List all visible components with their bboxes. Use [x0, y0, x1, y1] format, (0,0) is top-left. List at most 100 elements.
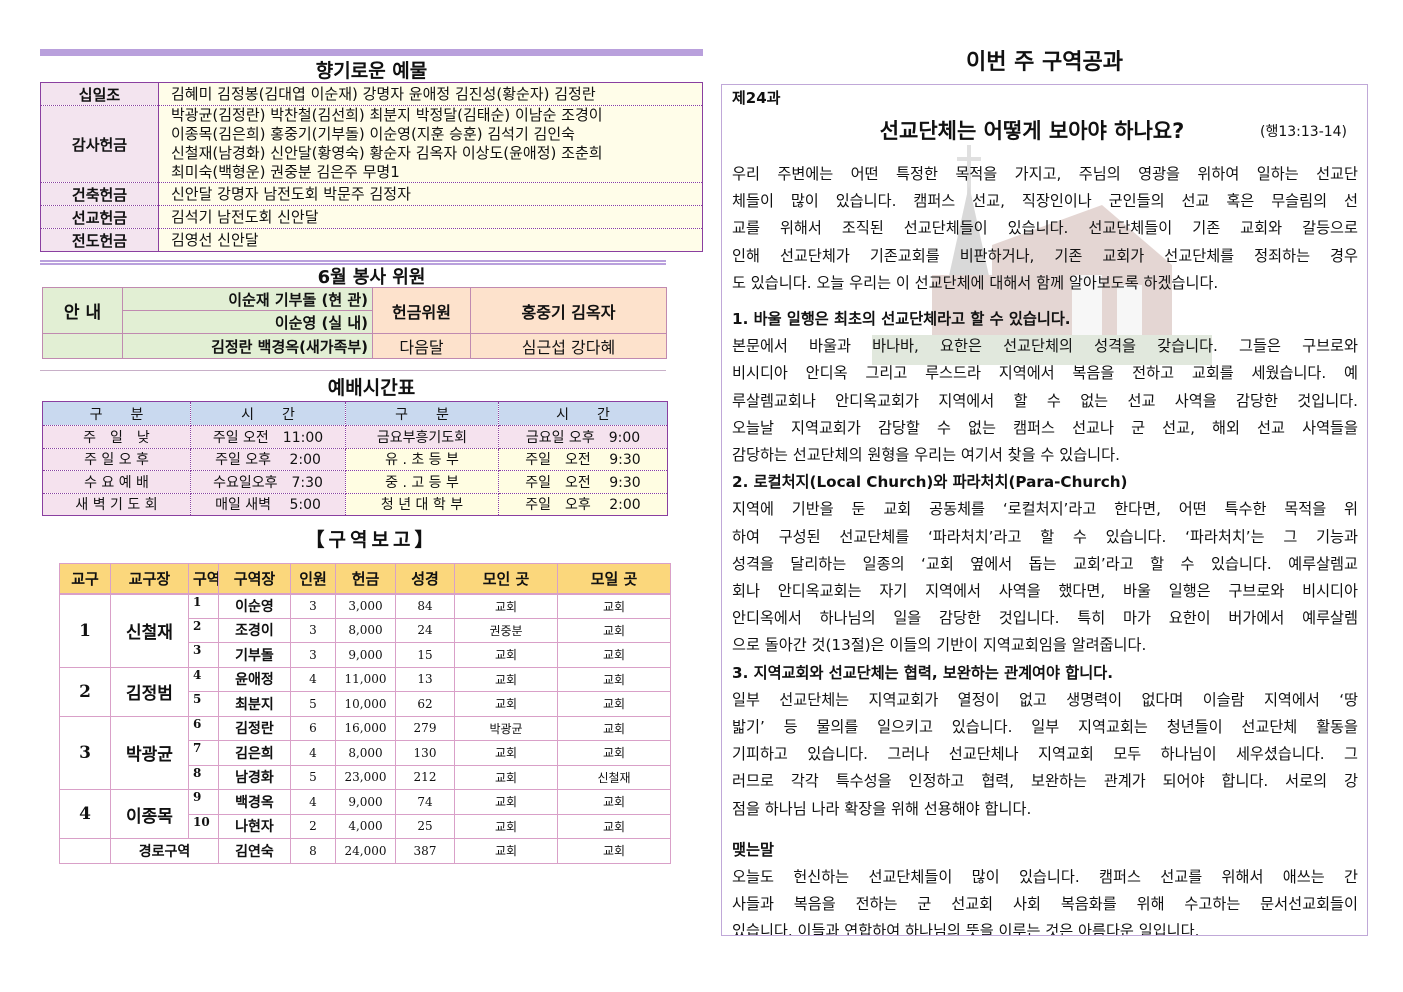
district-leader-name: 나현자: [218, 813, 291, 839]
parish-number: 2: [59, 666, 111, 717]
district-number: 8: [188, 764, 219, 790]
offering-names: 박광균(김정란) 박찬철(김선희) 최분지 박정달(김태순) 이남순 조경이 이종…: [158, 105, 703, 183]
offering-names-line: 최미숙(백형운) 권중분 김은주 무명1: [171, 163, 400, 181]
district-members: 4: [290, 666, 336, 692]
district-met-place: 교회: [454, 764, 558, 790]
next-month-members: 심근섭 강다혜: [470, 333, 667, 359]
lesson-intro-line: 도 있습니다. 오늘 우리는 이 선교단체에 대해서 함께 알아보도록 하겠습니…: [732, 273, 1219, 292]
offering-names-line: 김혜미 김정봉(김대엽 이순재) 강명자 윤애정 김진성(황순자) 김정란: [171, 84, 596, 103]
offering-bottom-divider: [40, 260, 666, 265]
district-row: 8 남경화 5 23,000 212 교회 신철재: [60, 764, 671, 790]
district-leader-name: 남경화: [218, 764, 291, 790]
district-met-place: 교회: [454, 642, 558, 668]
district-met-place: 교회: [454, 740, 558, 766]
offering-names-line: 이종목(김은희) 홍중기(기부돌) 이순영(지훈 승훈) 김석기 김인숙: [171, 125, 575, 143]
district-number: 9: [188, 789, 219, 815]
lesson-intro-line: 교를 위해서 조직된 선교단체들이 있습니다. 선교단체들이 기존 교회와 갈등…: [732, 219, 1358, 238]
district-met-place: 교회: [454, 838, 558, 864]
worship-category: 청 년 대 학 부: [345, 493, 499, 516]
district-met-place: 교회: [454, 789, 558, 815]
offering-label: 십일조: [40, 82, 159, 106]
guide-row: 이순영 (실 내): [122, 310, 373, 334]
worship-time: 주일 오전 9:30: [498, 448, 668, 471]
elder-district-label: 경로구역: [110, 838, 219, 864]
offering-label: 선교헌금: [40, 205, 159, 229]
district-number: 6: [188, 715, 219, 741]
district-met-place: 교회: [454, 593, 558, 619]
lesson-section-line: 성격을 달리하는 일종의 ‘교회 옆에서 돕는 교회’라고 할 수 있습니다. …: [732, 554, 1358, 573]
empty-cell: [59, 838, 111, 864]
district-next-place: 교회: [557, 691, 671, 717]
service-divider: [40, 370, 666, 371]
guide-spacer: [42, 333, 123, 359]
parish-leader: 이종목: [110, 789, 189, 839]
lesson-section-line: 밟기’ 등 물의를 일으키고 있습니다. 일부 지역교회는 청년들이 선교단체 …: [732, 718, 1358, 736]
lesson-section-line: 하여 구성된 선교단체를 ‘파라처치’라고 할 수 있습니다. ‘파라처치’는 …: [732, 527, 1358, 546]
service-table: 안 내 이순재 기부돌 (현 관) 헌금위원 홍중기 김옥자 이순영 (실 내)…: [42, 287, 667, 359]
lesson-reference: (행13:13-14): [1260, 124, 1348, 140]
district-members: 3: [290, 617, 336, 643]
district-leader-name: 김정란: [218, 715, 291, 741]
district-members: 5: [290, 691, 336, 717]
district-met-place: 권중분: [454, 617, 558, 643]
district-bible: 15: [395, 642, 455, 668]
parish-leader: 김정범: [110, 666, 189, 717]
district-offering: 9,000: [335, 789, 396, 815]
district-bible: 25: [395, 813, 455, 839]
district-header: 인원: [290, 563, 336, 595]
parish-leader: 신철재: [110, 593, 189, 668]
worship-row: 수 요 예 배 수요일오후 7:30 중 . 고 등 부 주일 오전 9:30: [42, 470, 668, 494]
lesson-section-line: 있습니다. 이들과 연합하여 하나님의 뜻을 이루는 것은 아름다운 일입니다.: [732, 922, 1200, 936]
worship-row: 주 일 오 후 주일 오후 2:00 유 . 초 등 부 주일 오전 9:30: [42, 448, 668, 471]
offering-names-line: 신안달 강명자 남전도회 박문주 김정자: [171, 184, 411, 203]
district-header: 성경: [395, 563, 455, 595]
lesson-section-line: 루살렘교회나 안디옥교회가 지역에서 할 수 없는 선교 사역을 감당한 것입니…: [732, 391, 1358, 410]
district-members: 4: [290, 789, 336, 815]
lesson-box: 제24과 선교단체는 어떻게 보아야 하나요? (행13:13-14) 우리 주…: [721, 84, 1368, 936]
district-leader-name: 이순영: [218, 593, 291, 619]
worship-time: 주일 오후 2:00: [190, 448, 346, 471]
offering-label: 감사헌금: [40, 105, 159, 183]
worship-time: 금요일 오후 9:00: [498, 425, 668, 449]
district-offering: 3,000: [335, 593, 396, 619]
worship-category: 주 일 오 후: [42, 448, 191, 471]
district-offering: 9,000: [335, 642, 396, 668]
worship-category: 수 요 예 배: [42, 470, 191, 494]
district-bible: 62: [395, 691, 455, 717]
district-bible: 130: [395, 740, 455, 766]
district-offering: 8,000: [335, 740, 396, 766]
lesson-number: 제24과: [732, 89, 781, 107]
district-next-place: 교회: [557, 740, 671, 766]
guide-row: 김정란 백경옥(새가족부): [122, 333, 373, 359]
lesson-intro-line: 체들이 많이 있습니다. 캠퍼스 선교, 직장인이나 군인들의 선교 혹은 무슬…: [732, 192, 1358, 211]
district-leader-name: 김연숙: [218, 838, 291, 864]
district-row: 5 최분지 5 10,000 62 교회 교회: [60, 691, 671, 717]
lesson-section-heading: 1. 바울 일행은 최초의 선교단체라고 할 수 있습니다.: [732, 310, 1071, 328]
offering-label: 전도헌금: [40, 228, 159, 252]
lesson-section-line: 점을 하나님 나라 확장을 위해 선용해야 합니다.: [732, 799, 1032, 818]
district-offering: 23,000: [335, 764, 396, 790]
worship-time: 주일 오전 11:00: [190, 425, 346, 449]
elder-district-row: 경로구역 김연숙 8 24,000 387 교회 교회: [59, 838, 671, 864]
worship-header: 시 간: [190, 401, 346, 426]
offering-row: 십일조 김혜미 김정봉(김대엽 이순재) 강명자 윤애정 김진성(황순자) 김정란: [40, 82, 703, 106]
district-bible: 84: [395, 593, 455, 619]
worship-category: 중 . 고 등 부: [345, 470, 499, 494]
lesson-section-line: 기피하고 있습니다. 그러나 선교단체나 지역교회 모두 하나님이 세우셨습니다…: [732, 745, 1358, 764]
district-offering: 8,000: [335, 617, 396, 643]
district-header: 교구장: [110, 563, 189, 595]
district-header-row: 교구 교구장 구역 구역장 인원 헌금 성경 모인 곳 모일 곳: [59, 563, 671, 595]
offering-row: 선교헌금 김석기 남전도회 신안달: [40, 205, 703, 229]
offering-committee-label: 헌금위원: [372, 287, 471, 334]
district-next-place: 교회: [557, 593, 671, 619]
district-offering: 4,000: [335, 813, 396, 839]
district-next-place: 신철재: [557, 764, 671, 790]
district-row: 3 기부돌 3 9,000 15 교회 교회: [60, 642, 671, 668]
lesson-section-heading: 2. 로컬처지(Local Church)와 파라처치(Para-Church): [732, 473, 1128, 492]
district-next-place: 교회: [557, 838, 671, 864]
district-number: 3: [188, 642, 219, 668]
district-row: 4 이종목 9 백경옥 4 9,000 74 교회 교회: [59, 789, 671, 839]
district-bible: 212: [395, 764, 455, 790]
worship-header: 시 간: [498, 401, 668, 426]
